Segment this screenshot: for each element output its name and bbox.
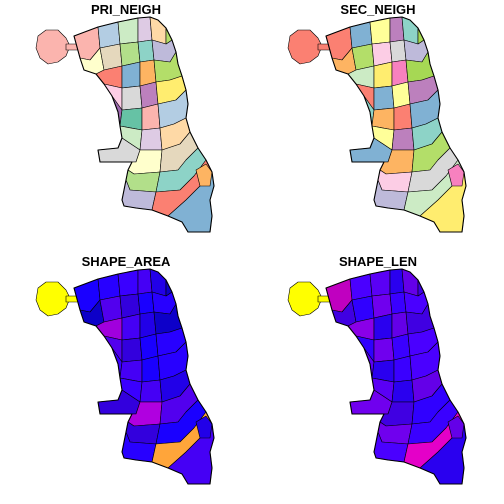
city-outline [73,268,215,485]
neighborhood-region [391,127,415,151]
neighborhood-region [391,333,411,361]
neighborhood-region [137,16,153,43]
neighborhood-region [121,85,143,111]
neighborhood-region [389,268,405,295]
neighborhood-region [389,291,407,315]
neighborhood-region [373,85,395,111]
panel-title: SHAPE_AREA [82,254,171,269]
map-regions [287,16,467,233]
neighborhood-region [393,103,413,131]
neighborhood-region [373,337,395,363]
neighborhood-region [137,268,153,295]
panel-title: SHAPE_LEN [339,254,417,269]
city-outline [73,16,215,233]
neighborhood-region [389,16,405,43]
neighborhood-region [99,43,123,71]
map-panel: SHAPE_AREA [35,254,215,485]
neighborhood-region [391,81,411,109]
neighborhood-region [139,59,157,87]
neighborhood-region [141,103,161,131]
neighborhood-region [125,421,161,445]
neighborhood-region [99,295,123,323]
neighborhood-region [389,39,407,63]
neighborhood-region [393,355,413,383]
panel-title: SEC_NEIGH [340,2,415,17]
neighborhood-region [373,313,393,341]
neighborhood-region [195,163,213,187]
neighborhood-region [121,61,141,89]
neighborhood-region [391,311,409,339]
neighborhood-region [121,337,143,363]
map-panel: PRI_NEIGH [35,2,215,233]
map-regions [35,16,215,233]
airport-region [287,281,323,317]
airport-region [35,29,71,65]
neighborhood-region [377,169,413,193]
neighborhood-region [125,169,161,193]
neighborhood-region [139,333,159,361]
neighborhood-region [391,379,415,403]
neighborhood-region [351,295,375,323]
airport-region [35,281,71,317]
neighborhood-region [373,61,393,89]
neighborhood-region [447,415,465,439]
airport-region [287,29,323,65]
city-outline [325,268,467,485]
neighborhood-region [391,59,409,87]
neighborhood-region [137,39,155,63]
neighborhood-region [195,415,213,439]
map-regions [287,268,467,485]
neighborhood-region [141,355,161,383]
neighborhood-region [139,379,163,403]
map-regions [35,268,215,485]
map-panel: SEC_NEIGH [287,2,467,233]
neighborhood-region [121,313,141,341]
city-outline [325,16,467,233]
panel-title: PRI_NEIGH [91,2,161,17]
map-panel: SHAPE_LEN [287,254,467,485]
neighborhood-region [139,81,159,109]
neighborhood-region [447,163,465,187]
neighborhood-region [137,291,155,315]
neighborhood-region [351,43,375,71]
neighborhood-region [377,421,413,445]
neighborhood-region [139,127,163,151]
neighborhood-region [139,311,157,339]
